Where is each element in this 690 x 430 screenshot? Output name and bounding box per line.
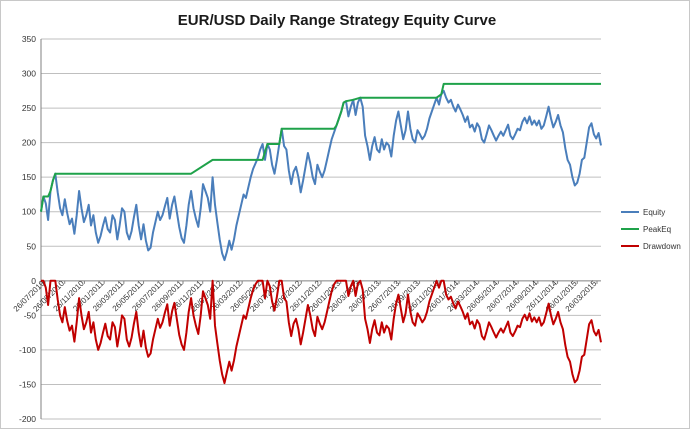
y-tick-label: -150 bbox=[19, 379, 36, 389]
legend-label-drawdown: Drawdown bbox=[643, 242, 681, 251]
y-tick-label: 0 bbox=[31, 276, 36, 286]
series-line-drawdown bbox=[41, 279, 602, 385]
y-tick-label: -100 bbox=[19, 345, 36, 355]
y-tick-label: 100 bbox=[22, 207, 36, 217]
y-tick-label: -200 bbox=[19, 414, 36, 424]
gridlines bbox=[41, 38, 601, 420]
legend-label-equity: Equity bbox=[643, 208, 665, 217]
y-axis: 350 300 250 200 150 100 50 0 -50 -100 -150 -200 bbox=[19, 34, 42, 424]
series-line-peakeq bbox=[40, 82, 601, 212]
series-line-equity bbox=[40, 89, 602, 262]
y-tick-label: 350 bbox=[22, 34, 36, 44]
y-tick-label: 300 bbox=[22, 69, 36, 79]
y-tick-label: 200 bbox=[22, 138, 36, 148]
legend: Equity PeakEq Drawdown bbox=[621, 208, 681, 251]
y-tick-label: 150 bbox=[22, 172, 36, 182]
y-tick-label: 250 bbox=[22, 103, 36, 113]
chart-title: EUR/USD Daily Range Strategy Equity Curv… bbox=[178, 12, 496, 29]
series-lines bbox=[40, 82, 602, 385]
y-tick-label: -50 bbox=[24, 310, 37, 320]
legend-label-peakeq: PeakEq bbox=[643, 225, 671, 234]
y-tick-label: 50 bbox=[27, 241, 37, 251]
